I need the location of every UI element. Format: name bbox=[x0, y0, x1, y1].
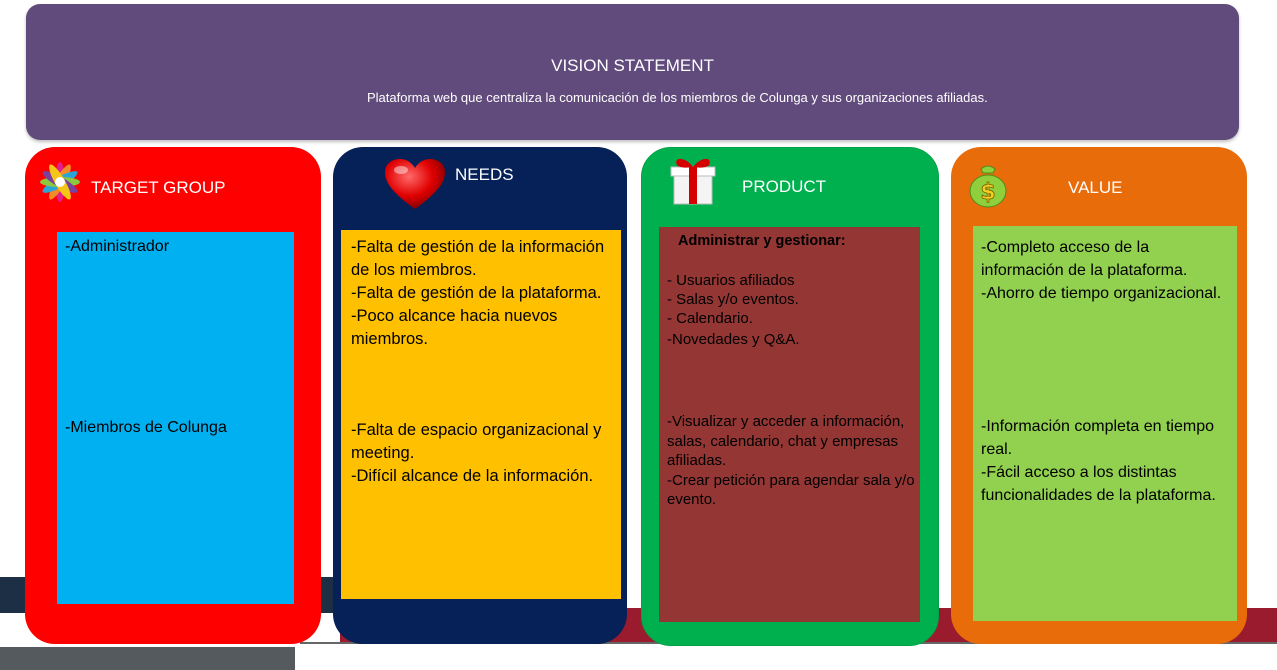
value-block-2: -Información completa en tiempo real. -F… bbox=[981, 418, 1216, 504]
value-column: $ VALUE -Completo acceso de la informaci… bbox=[951, 147, 1247, 644]
target-group-card: -Administrador -Miembros de Colunga bbox=[57, 232, 294, 604]
heart-icon bbox=[385, 159, 445, 209]
vision-statement-box: VISION STATEMENT Plataforma web que cent… bbox=[26, 4, 1239, 140]
needs-block-1: -Falta de gestión de la información de l… bbox=[351, 238, 605, 348]
vision-text: Plataforma web que centraliza la comunic… bbox=[367, 90, 988, 105]
flower-icon bbox=[40, 162, 80, 202]
background-band-grey bbox=[0, 647, 295, 670]
vision-title: VISION STATEMENT bbox=[551, 56, 714, 75]
needs-card: -Falta de gestión de la información de l… bbox=[341, 230, 621, 599]
value-block-1: -Completo acceso de la información de la… bbox=[981, 239, 1222, 302]
product-heading: Administrar y gestionar: bbox=[678, 233, 846, 249]
target-item-administrador: -Administrador bbox=[65, 238, 170, 255]
product-item-usuarios: - Usuarios afiliados bbox=[667, 272, 795, 289]
target-item-miembros: -Miembros de Colunga bbox=[65, 419, 227, 436]
product-title: PRODUCT bbox=[742, 177, 827, 196]
value-title: VALUE bbox=[1068, 178, 1123, 197]
product-item-novedades: -Novedades y Q&A. bbox=[667, 331, 800, 348]
needs-block-2: -Falta de espacio organizacional y meeti… bbox=[351, 421, 602, 485]
value-card: -Completo acceso de la información de la… bbox=[973, 226, 1237, 621]
needs-title: NEEDS bbox=[455, 165, 514, 184]
product-item-calendario: - Calendario. bbox=[667, 310, 753, 327]
product-column: PRODUCT Administrar y gestionar: - Usuar… bbox=[641, 147, 939, 646]
product-block-2: -Visualizar y acceder a información, sal… bbox=[667, 413, 915, 508]
product-card: Administrar y gestionar: - Usuarios afil… bbox=[659, 227, 920, 622]
svg-text:$: $ bbox=[980, 180, 995, 205]
gift-icon bbox=[670, 158, 716, 205]
needs-column: NEEDS -Falta de gestión de la informació… bbox=[333, 147, 627, 644]
product-item-salas: - Salas y/o eventos. bbox=[667, 291, 799, 308]
dollar-icon: $ bbox=[969, 165, 1007, 208]
target-group-column: TARGET GROUP -Administrador -Miembros de… bbox=[25, 147, 321, 644]
target-group-title: TARGET GROUP bbox=[91, 178, 226, 197]
